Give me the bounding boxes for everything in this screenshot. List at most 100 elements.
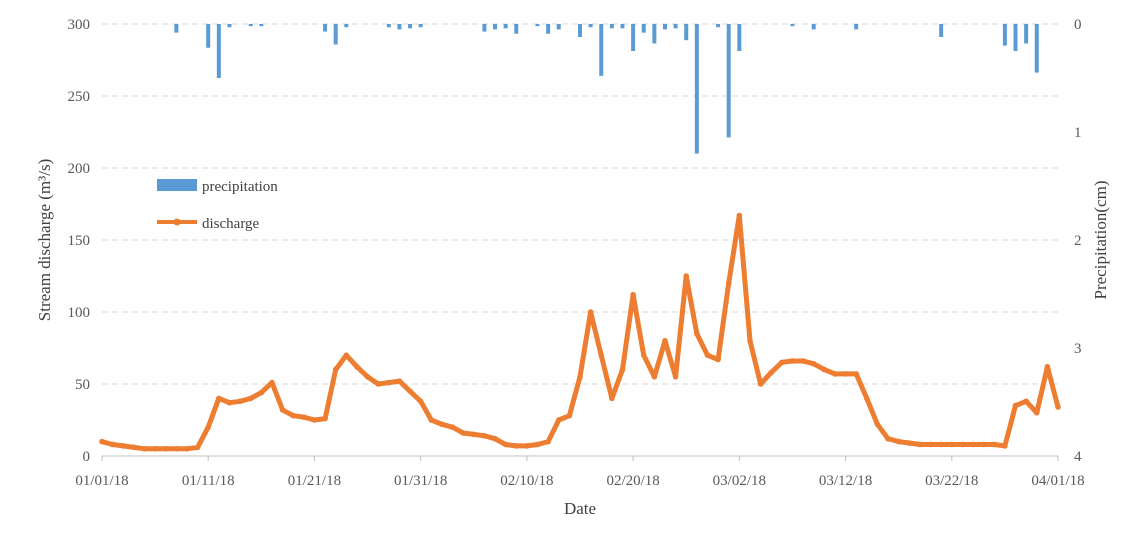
discharge-point: [832, 371, 838, 377]
discharge-point: [184, 446, 190, 452]
discharge-point: [216, 395, 222, 402]
y2-tick-label: 4: [1074, 449, 1082, 465]
discharge-point: [917, 441, 923, 448]
discharge-point: [1033, 410, 1040, 416]
discharge-point: [1002, 443, 1008, 449]
precipitation-bar: [811, 24, 816, 30]
discharge-point: [577, 374, 583, 380]
y-tick-label: 0: [83, 449, 91, 465]
x-tick-label: 01/31/18: [394, 473, 447, 489]
discharge-point: [991, 441, 998, 448]
discharge-point: [439, 421, 445, 428]
x-tick-label: 03/02/18: [713, 473, 766, 489]
discharge-point: [162, 446, 169, 452]
x-tick-label: 02/10/18: [500, 473, 553, 489]
precipitation-bar: [556, 24, 561, 30]
legend-discharge-marker: [173, 218, 181, 226]
precipitation-bar: [344, 24, 349, 28]
discharge-point: [566, 412, 573, 419]
discharge-point: [141, 446, 148, 452]
precipitation-bar: [854, 24, 859, 30]
discharge-point: [524, 443, 530, 449]
precipitation-bar: [673, 24, 678, 29]
y-tick-label: 200: [68, 161, 91, 177]
precipitation-bar: [1013, 24, 1018, 51]
discharge-point: [938, 441, 944, 448]
x-tick-label: 02/20/18: [606, 473, 659, 489]
x-tick-label: 03/12/18: [819, 473, 872, 489]
discharge-point: [725, 280, 732, 287]
precipitation-bar: [546, 24, 551, 34]
gridlines: [102, 23, 1058, 385]
discharge-point: [173, 446, 180, 452]
precipitation-bar: [174, 24, 179, 33]
precipitation-bars: [174, 24, 1039, 154]
discharge-line-group: [99, 212, 1061, 452]
precipitation-bar: [259, 24, 264, 27]
discharge-point: [736, 212, 743, 219]
discharge-point: [810, 361, 817, 367]
precipitation-bar: [620, 24, 625, 29]
precipitation-bar: [248, 24, 253, 27]
discharge-point: [853, 371, 859, 377]
discharge-point: [800, 358, 806, 364]
y-tick-label: 250: [68, 89, 91, 105]
precipitation-bar: [482, 24, 487, 32]
precipitation-bar: [790, 24, 795, 27]
discharge-point: [704, 352, 711, 359]
precipitation-bar: [737, 24, 742, 51]
discharge-point: [874, 421, 881, 428]
precipitation-bar: [609, 24, 614, 29]
precipitation-bar: [578, 24, 582, 37]
discharge-point: [279, 407, 286, 413]
discharge-point: [449, 424, 456, 431]
discharge-point: [481, 433, 488, 439]
discharge-point: [258, 389, 265, 396]
discharge-point: [1012, 402, 1019, 409]
discharge-point: [460, 430, 466, 436]
discharge-point: [651, 374, 658, 380]
discharge-point: [694, 330, 700, 337]
y-tick-label: 50: [75, 377, 90, 393]
precipitation-bar: [206, 24, 211, 48]
precipitation-bar: [631, 24, 636, 51]
discharge-point: [428, 417, 435, 423]
discharge-point: [980, 441, 987, 448]
precipitation-bar: [397, 24, 402, 30]
discharge-point: [396, 378, 403, 384]
x-tick-label: 01/21/18: [288, 473, 341, 489]
discharge-point: [502, 441, 509, 448]
precipitation-bar: [1034, 24, 1039, 73]
precipitation-bar: [386, 24, 391, 28]
discharge-point: [789, 358, 796, 364]
discharge-point: [757, 381, 764, 387]
discharge-point: [1055, 404, 1061, 410]
discharge-point: [226, 399, 233, 406]
discharge-point: [237, 398, 243, 405]
discharge-point: [290, 412, 297, 419]
precipitation-bar: [684, 24, 689, 41]
discharge-point: [630, 291, 636, 298]
discharge-point: [779, 359, 785, 366]
discharge-point: [513, 443, 520, 449]
discharge-point: [1044, 363, 1051, 370]
y2-tick-label: 3: [1074, 341, 1082, 357]
precipitation-bar: [939, 24, 944, 37]
discharge-point: [322, 415, 328, 422]
discharge-point: [747, 338, 753, 344]
discharge-point: [120, 443, 127, 449]
x-tick-label: 01/11/18: [182, 473, 235, 489]
precipitation-bar: [323, 24, 328, 32]
precipitation-bar: [694, 24, 699, 154]
precipitation-bar: [716, 24, 721, 28]
discharge-point: [1023, 398, 1029, 405]
precipitation-bar: [503, 24, 508, 29]
discharge-point: [407, 388, 413, 395]
discharge-point: [864, 395, 870, 402]
discharge-point: [906, 440, 913, 446]
discharge-point: [959, 441, 966, 448]
x-tick-label: 04/01/18: [1031, 473, 1084, 489]
y-axis-title: Stream discharge (m³/s): [35, 159, 54, 321]
discharge-point: [842, 371, 849, 377]
